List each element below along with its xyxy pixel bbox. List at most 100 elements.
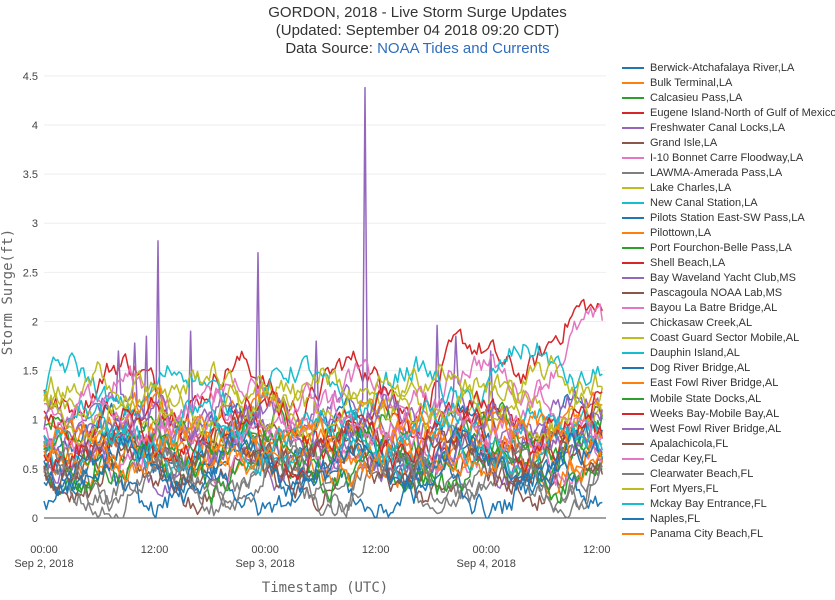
legend-item[interactable]: Bulk Terminal,LA xyxy=(622,75,835,90)
x-tick-date-label: Sep 2, 2018 xyxy=(14,558,73,570)
legend-label: Berwick-Atchafalaya River,LA xyxy=(650,61,795,74)
legend-label: Shell Beach,LA xyxy=(650,257,726,270)
legend-item[interactable]: Chickasaw Creek,AL xyxy=(622,316,835,331)
legend-item[interactable]: Dauphin Island,AL xyxy=(622,346,835,361)
series-line[interactable] xyxy=(43,416,604,495)
legend-swatch xyxy=(622,201,644,204)
legend-swatch xyxy=(622,307,644,310)
legend-swatch xyxy=(622,472,644,475)
legend-label: Port Fourchon-Belle Pass,LA xyxy=(650,242,792,255)
legend-item[interactable]: Calcasieu Pass,LA xyxy=(622,90,835,105)
legend-label: Pilots Station East-SW Pass,LA xyxy=(650,211,805,224)
legend-swatch xyxy=(622,517,644,520)
legend-item[interactable]: Panama City Beach,FL xyxy=(622,526,835,540)
legend-label: Lake Charles,LA xyxy=(650,181,732,194)
series-line[interactable] xyxy=(43,439,603,516)
legend-swatch xyxy=(622,292,644,295)
y-tick-label: 2.5 xyxy=(23,267,38,279)
series-line[interactable] xyxy=(43,412,604,501)
legend-label: Dauphin Island,AL xyxy=(650,347,740,360)
series-line[interactable] xyxy=(43,381,603,452)
x-tick-label: 12:00 xyxy=(362,544,390,556)
legend-item[interactable]: Naples,FL xyxy=(622,511,835,526)
series-line[interactable] xyxy=(43,450,603,519)
series-lines[interactable] xyxy=(43,86,604,519)
legend-item[interactable]: I-10 Bonnet Carre Floodway,LA xyxy=(622,150,835,165)
legend-item[interactable]: Pilots Station East-SW Pass,LA xyxy=(622,210,835,225)
x-tick-date-label: Sep 3, 2018 xyxy=(235,558,294,570)
legend-label: Grand Isle,LA xyxy=(650,136,718,149)
y-tick-label: 4 xyxy=(32,120,38,132)
legend-item[interactable]: Dog River Bridge,AL xyxy=(622,361,835,376)
legend-label: Bulk Terminal,LA xyxy=(650,76,733,89)
y-tick-label: 0 xyxy=(32,513,38,525)
legend-item[interactable]: Mobile State Docks,AL xyxy=(622,391,835,406)
legend-item[interactable]: Mckay Bay Entrance,FL xyxy=(622,496,835,511)
legend-item[interactable]: Grand Isle,LA xyxy=(622,135,835,150)
legend-item[interactable]: LAWMA-Amerada Pass,LA xyxy=(622,165,835,180)
legend-item[interactable]: East Fowl River Bridge,AL xyxy=(622,376,835,391)
legend-swatch xyxy=(622,367,644,370)
legend-swatch xyxy=(622,442,644,445)
y-tick-label: 1.5 xyxy=(23,366,38,378)
legend-swatch xyxy=(622,397,644,400)
legend-swatch xyxy=(622,337,644,340)
legend-item[interactable]: Pascagoula NOAA Lab,MS xyxy=(622,286,835,301)
legend-label: Naples,FL xyxy=(650,512,701,525)
legend-item[interactable]: Shell Beach,LA xyxy=(622,256,835,271)
x-tick-label: 12:00 xyxy=(583,544,611,556)
y-axis-ticks: 0 0.5 1 1.5 2 2.5 3 3.5 4 4.5 xyxy=(23,71,38,525)
y-axis-title: Storm Surge(ft) xyxy=(0,229,16,355)
legend-swatch xyxy=(622,352,644,355)
legend-item[interactable]: Coast Guard Sector Mobile,AL xyxy=(622,331,835,346)
series-line[interactable] xyxy=(43,441,604,519)
legend-item[interactable]: Berwick-Atchafalaya River,LA xyxy=(622,60,835,75)
legend-item[interactable]: Fort Myers,FL xyxy=(622,481,835,496)
legend-item[interactable]: West Fowl River Bridge,AL xyxy=(622,421,835,436)
chart-subtitle-source: Data Source: NOAA Tides and Currents xyxy=(0,40,835,58)
x-axis-ticks: 00:00 Sep 2, 2018 12:00 00:00 Sep 3, 2018 12:… xyxy=(14,544,610,570)
series-line[interactable] xyxy=(43,303,604,441)
legend-label: Mckay Bay Entrance,FL xyxy=(650,497,767,510)
legend-label: Bayou La Batre Bridge,AL xyxy=(650,302,778,315)
legend-swatch xyxy=(622,141,644,144)
legend-swatch xyxy=(622,277,644,280)
legend-label: I-10 Bonnet Carre Floodway,LA xyxy=(650,151,804,164)
series-line[interactable] xyxy=(43,426,604,505)
legend-item[interactable]: Eugene Island-North of Gulf of Mexico,LA xyxy=(622,105,835,120)
legend-swatch xyxy=(622,186,644,189)
legend-item[interactable]: Bay Waveland Yacht Club,MS xyxy=(622,271,835,286)
legend-item[interactable]: Pilottown,LA xyxy=(622,226,835,241)
x-tick-label: 00:00 xyxy=(472,544,500,556)
legend-swatch xyxy=(622,247,644,250)
legend-item[interactable]: Lake Charles,LA xyxy=(622,180,835,195)
legend-item[interactable]: New Canal Station,LA xyxy=(622,195,835,210)
legend-label: Clearwater Beach,FL xyxy=(650,467,754,480)
legend-label: Panama City Beach,FL xyxy=(650,527,764,540)
legend-item[interactable]: Freshwater Canal Locks,LA xyxy=(622,120,835,135)
legend-item[interactable]: Port Fourchon-Belle Pass,LA xyxy=(622,241,835,256)
x-axis-title: Timestamp (UTC) xyxy=(262,580,388,596)
noaa-source-link[interactable]: NOAA Tides and Currents xyxy=(377,40,550,57)
series-line[interactable] xyxy=(43,423,603,506)
legend-label: Pilottown,LA xyxy=(650,227,712,240)
legend-swatch xyxy=(622,427,644,430)
series-line[interactable] xyxy=(43,397,603,477)
legend-item[interactable]: Bayou La Batre Bridge,AL xyxy=(622,301,835,316)
legend-label: Bay Waveland Yacht Club,MS xyxy=(650,272,796,285)
y-tick-label: 3 xyxy=(32,218,38,230)
series-line[interactable] xyxy=(43,342,603,433)
legend-label: Dog River Bridge,AL xyxy=(650,362,751,375)
series-line[interactable] xyxy=(43,393,604,472)
legend-swatch xyxy=(622,156,644,159)
legend-item[interactable]: Clearwater Beach,FL xyxy=(622,466,835,481)
series-line[interactable] xyxy=(43,449,603,517)
series-line[interactable] xyxy=(43,410,604,488)
legend-label: West Fowl River Bridge,AL xyxy=(650,422,782,435)
legend-swatch xyxy=(622,171,644,174)
legend-item[interactable]: Cedar Key,FL xyxy=(622,451,835,466)
legend-item[interactable]: Apalachicola,FL xyxy=(622,436,835,451)
legend-label: Mobile State Docks,AL xyxy=(650,392,762,405)
legend-item[interactable]: Weeks Bay-Mobile Bay,AL xyxy=(622,406,835,421)
